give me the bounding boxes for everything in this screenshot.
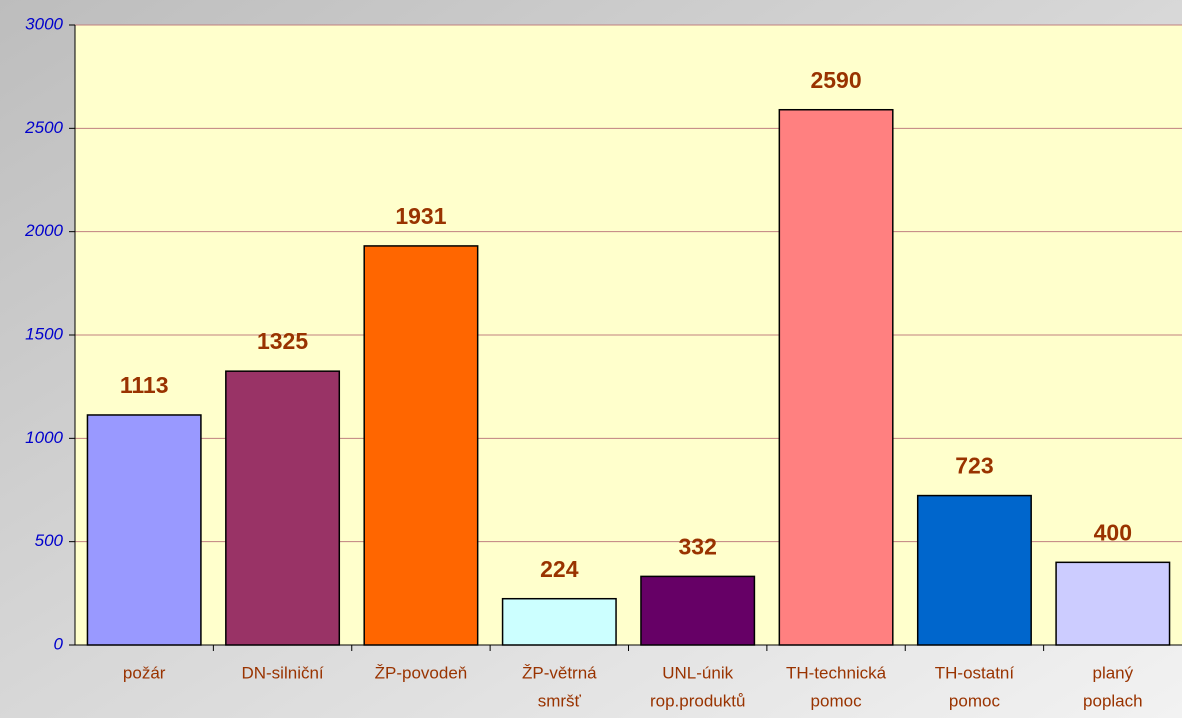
x-tick-label: ŽP-větrná [522,663,597,682]
x-tick-label: rop.produktů [650,691,745,710]
bar [916,494,1032,646]
value-label: 1325 [257,328,308,354]
y-tick-label: 3000 [25,14,63,33]
y-tick-label: 1500 [25,324,63,343]
bar [225,370,341,646]
value-label: 1931 [395,203,446,229]
value-label: 224 [540,556,579,582]
y-tick-label: 0 [54,634,64,653]
bar [1055,561,1171,646]
value-label: 1113 [120,372,169,398]
y-tick-label: 500 [35,531,64,550]
x-tick-label: ŽP-povodeň [375,663,468,682]
y-tick-label: 2000 [24,221,63,240]
x-tick-label: smršť [538,691,582,710]
bar [86,414,202,646]
x-tick-label: TH-ostatní [935,663,1015,682]
x-tick-label: pomoc [949,691,1001,710]
y-tick-label: 1000 [25,428,63,447]
value-label: 2590 [810,67,861,93]
x-tick-label: DN-silniční [241,663,323,682]
x-tick-label: planý [1092,663,1133,682]
x-tick-label: poplach [1083,691,1143,710]
x-tick-label: požár [123,663,166,682]
x-tick-label: UNL-únik [662,663,733,682]
y-tick-label: 2500 [24,118,63,137]
value-label: 332 [679,533,717,559]
bar [363,245,479,646]
bar [640,575,756,646]
bar [778,108,894,646]
bar [501,597,617,646]
value-label: 400 [1094,519,1132,545]
value-label: 723 [955,453,993,479]
x-tick-label: pomoc [811,691,863,710]
x-tick-label: TH-technická [786,663,887,682]
